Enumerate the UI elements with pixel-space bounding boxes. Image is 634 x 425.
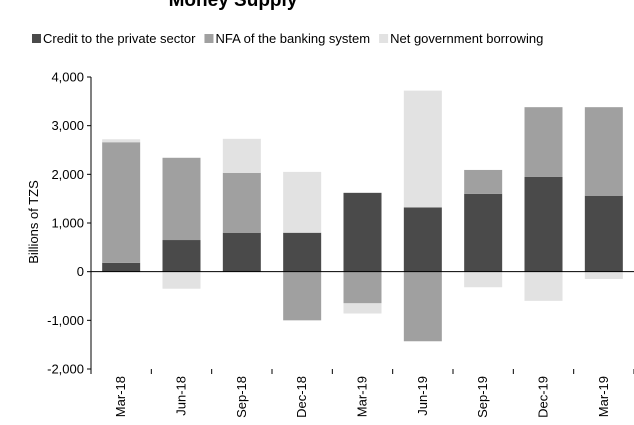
bar-nfa-of-the-banking-system xyxy=(283,271,322,321)
bar-credit-to-the-private-sector xyxy=(343,192,382,272)
bar-nfa-of-the-banking-system xyxy=(343,271,382,304)
y-tick-label: -2,000 xyxy=(47,362,84,377)
bar-net-government-borrowing xyxy=(162,271,201,289)
chart-title: Money Supply xyxy=(169,0,298,11)
legend-label-nfa-of-the-banking-system: NFA of the banking system xyxy=(215,31,370,46)
bar-credit-to-the-private-sector xyxy=(102,262,141,272)
y-tick-label: 1,000 xyxy=(51,216,84,231)
x-tick-label: Sep-19 xyxy=(475,376,490,418)
y-tick-label: 3,000 xyxy=(51,118,84,133)
bar-nfa-of-the-banking-system xyxy=(464,169,503,194)
bar-nfa-of-the-banking-system xyxy=(524,107,563,177)
legend-label-credit-to-the-private-sector: Credit to the private sector xyxy=(43,31,196,46)
bar-credit-to-the-private-sector xyxy=(584,195,623,272)
x-tick-label: Mar-19 xyxy=(596,376,611,417)
bar-net-government-borrowing xyxy=(524,271,563,301)
y-tick-label: 0 xyxy=(77,264,84,279)
legend-swatch-credit-to-the-private-sector xyxy=(32,34,41,43)
bar-credit-to-the-private-sector xyxy=(524,176,563,272)
y-tick-label: 4,000 xyxy=(51,70,84,85)
x-tick-label: Dec-19 xyxy=(536,376,551,418)
bar-nfa-of-the-banking-system xyxy=(162,157,201,241)
bar-credit-to-the-private-sector xyxy=(403,207,442,272)
y-tick-label: -1,000 xyxy=(47,313,84,328)
bar-credit-to-the-private-sector xyxy=(162,240,201,272)
bar-nfa-of-the-banking-system xyxy=(403,271,442,342)
bar-net-government-borrowing xyxy=(343,303,382,314)
bar-credit-to-the-private-sector xyxy=(464,193,503,272)
bar-credit-to-the-private-sector xyxy=(283,232,322,272)
legend-swatch-net-government-borrowing xyxy=(379,34,389,43)
bar-net-government-borrowing xyxy=(464,271,503,288)
bar-net-government-borrowing xyxy=(102,139,141,143)
x-tick-label: Jun-18 xyxy=(174,376,189,416)
bar-net-government-borrowing xyxy=(283,171,322,233)
bar-nfa-of-the-banking-system xyxy=(222,172,261,233)
legend: Credit to the private sector NFA of the b… xyxy=(32,31,543,46)
x-tick-label: Dec-18 xyxy=(294,376,309,418)
bar-net-government-borrowing xyxy=(403,90,442,208)
legend-swatch-nfa-of-the-banking-system xyxy=(204,34,214,43)
y-axis-label: Billions of TZS xyxy=(26,180,41,264)
bar-net-government-borrowing xyxy=(222,138,261,173)
x-tick-label: Mar-19 xyxy=(355,376,370,417)
bar-net-government-borrowing xyxy=(584,271,623,279)
bar-credit-to-the-private-sector xyxy=(222,232,261,272)
x-tick-label: Mar-18 xyxy=(113,376,128,417)
y-tick-label: 2,000 xyxy=(51,167,84,182)
plot-area: -2,000 -1,000 0 1,000 2,000 3,000 4,000 Mar-18 J… xyxy=(47,70,634,418)
x-tick-label: Jun-19 xyxy=(415,376,430,416)
bar-nfa-of-the-banking-system xyxy=(102,142,141,263)
x-tick-label: Sep-18 xyxy=(234,376,249,418)
bar-nfa-of-the-banking-system xyxy=(584,107,623,196)
legend-label-net-government-borrowing: Net government borrowing xyxy=(390,31,543,46)
